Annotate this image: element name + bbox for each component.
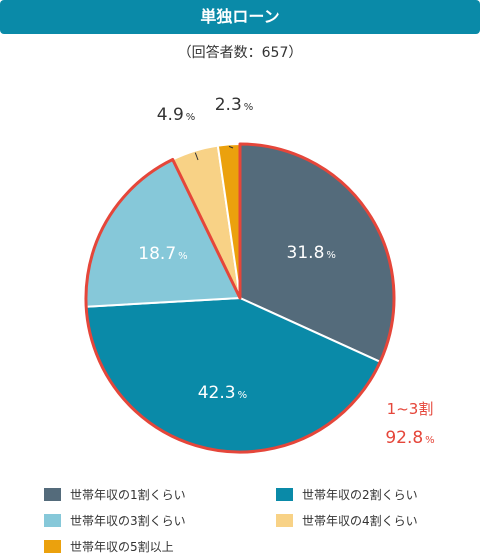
legend-item-3: 世帯年収の3割くらい xyxy=(44,512,186,529)
legend-label-3: 世帯年収の3割くらい xyxy=(70,514,186,528)
legend-item-4: 世帯年収の4割くらい xyxy=(276,512,418,529)
slice-label-2: 42.3% xyxy=(198,383,247,403)
slice-value-5: 2.3 xyxy=(215,95,242,115)
highlight-label: 1~3割 xyxy=(387,400,434,418)
slice-unit-3: % xyxy=(178,251,188,262)
legend-swatch-3 xyxy=(44,514,61,527)
legend-label-4: 世帯年収の4割くらい xyxy=(302,514,418,528)
slice-value-4: 4.9 xyxy=(157,105,184,125)
leader-line-5 xyxy=(228,145,234,149)
slice-label-1: 31.8% xyxy=(287,243,336,263)
chart-subtitle: （回答者数：657） xyxy=(177,45,303,61)
slice-label-5: 2.3% xyxy=(215,95,254,115)
legend-item-2: 世帯年収の2割くらい xyxy=(276,486,418,503)
slice-unit-2: % xyxy=(238,390,248,401)
legend-label-1: 世帯年収の1割くらい xyxy=(70,488,186,502)
highlight-outline xyxy=(84,142,396,454)
chart-title: 単独ローン xyxy=(0,0,480,34)
leader-line-4 xyxy=(194,152,199,161)
slice-label-3: 18.7% xyxy=(138,244,187,264)
slice-value-2: 42.3 xyxy=(198,383,236,403)
legend-swatch-5 xyxy=(44,540,61,553)
legend-swatch-4 xyxy=(276,514,293,527)
pie-labels: 31.8 %42.3 %18.7 %4.9 %2.3% xyxy=(138,95,336,403)
legend-label-2: 世帯年収の2割くらい xyxy=(302,488,418,502)
legend-swatch-2 xyxy=(276,488,293,501)
highlight-group: 1~3割 92.8% xyxy=(84,142,435,454)
slice-label-4: 4.9% xyxy=(157,105,196,125)
slice-unit-1: % xyxy=(326,250,336,261)
slice-unit-5: % xyxy=(244,102,254,113)
slice-unit-4: % xyxy=(186,112,196,123)
legend-swatch-1 xyxy=(44,488,61,501)
legend-item-5: 世帯年収の5割以上 xyxy=(44,538,174,555)
legend-label-5: 世帯年収の5割以上 xyxy=(70,540,174,554)
slice-value-3: 18.7 xyxy=(138,244,176,264)
legend-item-1: 世帯年収の1割くらい xyxy=(44,486,186,503)
highlight-value: 92.8% xyxy=(385,428,434,448)
slice-value-1: 31.8 xyxy=(287,243,325,263)
